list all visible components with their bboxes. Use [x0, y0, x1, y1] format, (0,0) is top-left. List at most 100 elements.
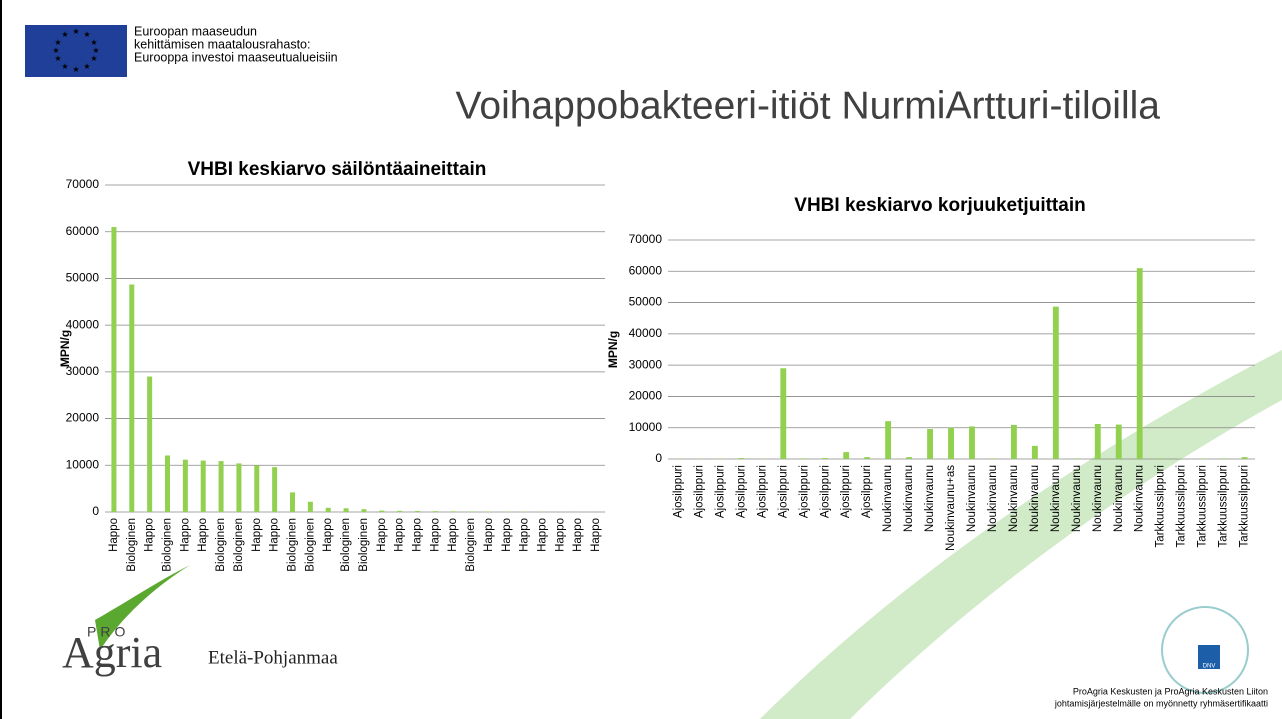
bar [843, 452, 849, 459]
x-tick-label: Happo [179, 518, 191, 552]
bar [415, 511, 420, 512]
bar [822, 458, 828, 459]
x-tick-label: Ajosilppuri [798, 465, 810, 518]
x-tick-label: Ajosilppuri [735, 465, 747, 518]
bar [361, 509, 366, 512]
x-tick-label: Happo [519, 518, 531, 552]
bar [1158, 458, 1164, 459]
bar [864, 457, 870, 459]
bar [201, 461, 206, 512]
y-tick-label: 40000 [66, 317, 100, 331]
bar [308, 502, 313, 512]
chart-title: VHBI keskiarvo korjuuketjuittain [794, 195, 1085, 216]
x-tick-label: Happo [412, 518, 424, 552]
slide-title: Voihappobakteeri-itiöt NurmiArtturi-tilo… [456, 84, 1161, 127]
x-tick-label: Noukinvaunu [903, 465, 915, 532]
x-tick-label: Happo [394, 518, 406, 552]
bar [780, 368, 786, 459]
x-tick-label: Biologinen [287, 518, 299, 572]
bar [165, 455, 170, 512]
bar [1242, 457, 1248, 459]
header-line: Euroopan maaseudun [134, 24, 257, 38]
header-line: kehittämisen maatalousrahasto: [134, 37, 310, 51]
bar [183, 460, 188, 512]
x-tick-label: Noukinvaunu [1029, 465, 1041, 532]
bar [344, 508, 349, 512]
x-tick-label: Ajosilppuri [777, 465, 789, 518]
x-tick-label: Ajosilppuri [861, 465, 873, 518]
svg-text:★: ★ [83, 62, 90, 71]
y-tick-label: 20000 [66, 411, 100, 425]
bar [111, 227, 116, 512]
y-tick-label: 10000 [629, 420, 663, 434]
x-tick-label: Happo [376, 518, 388, 552]
eu-flag: ★★★★★★ ★★★★★★ [25, 25, 127, 77]
y-tick-label: 30000 [66, 364, 100, 378]
x-tick-label: Happo [501, 518, 513, 552]
x-tick-label: Happo [269, 518, 281, 552]
bar [379, 511, 384, 512]
x-tick-label: Noukinvaunu [882, 465, 894, 532]
x-tick-label: Ajosilppuri [673, 465, 685, 518]
x-tick-label: Happo [429, 518, 441, 552]
x-tick-label: Noukinvaunu [987, 465, 999, 532]
slide: ★★★★★★ ★★★★★★ Euroopan maaseudun kehittä… [0, 0, 1282, 719]
y-tick-label: 40000 [629, 326, 663, 340]
x-tick-label: Tarkkuussilppuri [1218, 465, 1230, 547]
bar [451, 511, 456, 512]
svg-text:★: ★ [54, 54, 61, 63]
logo-agria: Agria [62, 628, 162, 677]
x-tick-label: Biologinen [233, 518, 245, 572]
x-tick-label: Biologinen [126, 518, 138, 572]
x-tick-label: Tarkkuussilppuri [1176, 465, 1188, 547]
y-axis-label: MPN/g [606, 331, 620, 368]
bar [236, 463, 241, 512]
y-tick-label: 10000 [66, 457, 100, 471]
bar [326, 508, 331, 512]
x-tick-label: Happo [447, 518, 459, 552]
bar [1095, 424, 1101, 459]
x-tick-label: Happo [537, 518, 549, 552]
y-tick-label: 70000 [66, 177, 100, 191]
x-tick-label: Noukinvaunu [1008, 465, 1020, 532]
bar [801, 458, 807, 459]
bar [469, 511, 474, 512]
svg-text:★: ★ [72, 27, 79, 36]
footer-line: ProAgria Keskusten ja ProAgria Keskusten… [1073, 686, 1268, 696]
header-line: Eurooppa investoi maaseutualueisiin [134, 50, 338, 64]
bar [433, 511, 438, 512]
x-tick-label: Noukinvaunu [1113, 465, 1125, 532]
y-tick-label: 0 [92, 504, 99, 518]
x-tick-label: Ajosilppuri [693, 465, 705, 518]
bar [1221, 458, 1227, 459]
svg-text:★: ★ [52, 46, 59, 55]
bar [969, 426, 975, 459]
x-tick-label: Noukinvaunu [1071, 465, 1083, 532]
bar [885, 421, 891, 459]
bar [272, 467, 277, 512]
bar [1032, 446, 1038, 459]
bar [147, 377, 152, 512]
bar [1074, 458, 1080, 459]
y-axis-label: MPN/g [58, 330, 72, 367]
bar [906, 457, 912, 459]
bar [397, 511, 402, 512]
x-tick-label: Ajosilppuri [819, 465, 831, 518]
x-tick-label: Happo [572, 518, 584, 552]
x-tick-label: Happo [108, 518, 120, 552]
x-tick-label: Tarkkuussilppuri [1239, 465, 1251, 547]
y-tick-label: 50000 [66, 271, 100, 285]
footer-line: johtamisjärjestelmälle on myönnetty ryhm… [1054, 698, 1268, 708]
y-tick-label: 60000 [629, 263, 663, 277]
x-tick-label: Biologinen [358, 518, 370, 572]
logo-region: Etelä-Pohjanmaa [208, 647, 338, 668]
svg-text:★: ★ [61, 62, 68, 71]
bar [129, 285, 134, 512]
y-tick-label: 30000 [629, 357, 663, 371]
bar [1011, 425, 1017, 459]
bar [290, 492, 295, 512]
x-tick-label: Happo [322, 518, 334, 552]
x-tick-label: Tarkkuussilppuri [1155, 465, 1167, 547]
x-tick-label: Biologinen [215, 518, 227, 572]
x-tick-label: Biologinen [340, 518, 352, 572]
